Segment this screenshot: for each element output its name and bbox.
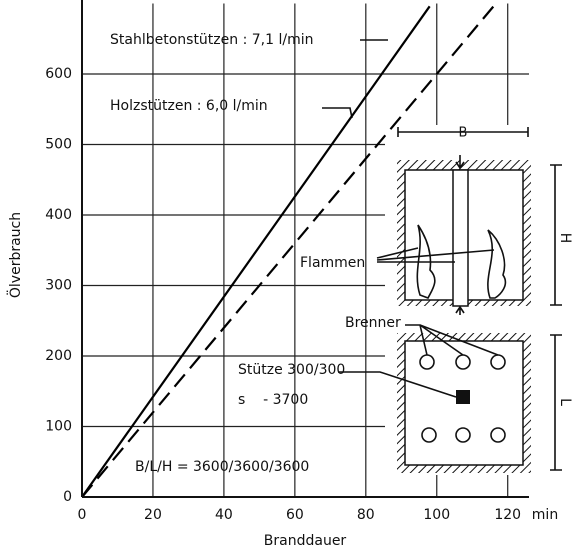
series-label: Stahlbetonstützen : 7,1 l/min xyxy=(110,32,313,48)
line xyxy=(81,1,498,498)
y-tick-label: 100 xyxy=(45,419,72,435)
x-tick-label: 120 xyxy=(494,507,521,523)
y-tick-label: 400 xyxy=(45,207,72,223)
y-tick-label: 500 xyxy=(45,137,72,153)
y-tick-label: 0 xyxy=(63,489,72,505)
dimension-label: L xyxy=(557,398,573,406)
x-tick-label: 60 xyxy=(286,507,304,523)
y-axis-title: Ölverbrauch xyxy=(6,212,24,298)
series-label: Holzstützen : 6,0 l/min xyxy=(110,98,268,114)
annotation: Flammen xyxy=(300,255,365,271)
x-tick-label: 80 xyxy=(357,507,375,523)
test-setup-diagram xyxy=(322,39,562,473)
y-tick-label: 300 xyxy=(45,278,72,294)
y-tick-label: 200 xyxy=(45,348,72,364)
x-tick-label: 100 xyxy=(423,507,450,523)
x-axis-title: Branddauer xyxy=(264,533,347,549)
annotation: Brenner xyxy=(345,315,401,331)
y-tick-label: 600 xyxy=(45,66,72,82)
x-tick-label: 40 xyxy=(215,507,233,523)
annotation: B/L/H = 3600/3600/3600 xyxy=(135,459,309,475)
annotation: s - 3700 xyxy=(238,392,308,408)
x-tick-label: 0 xyxy=(78,507,87,523)
x-tick-label: 20 xyxy=(144,507,162,523)
annotation: Stütze 300/300 xyxy=(238,362,345,378)
dimension-label: B xyxy=(459,126,468,141)
plot-area xyxy=(81,1,498,498)
dimension-label: H xyxy=(557,233,573,244)
x-axis-unit: min xyxy=(532,507,558,523)
line xyxy=(81,5,431,498)
